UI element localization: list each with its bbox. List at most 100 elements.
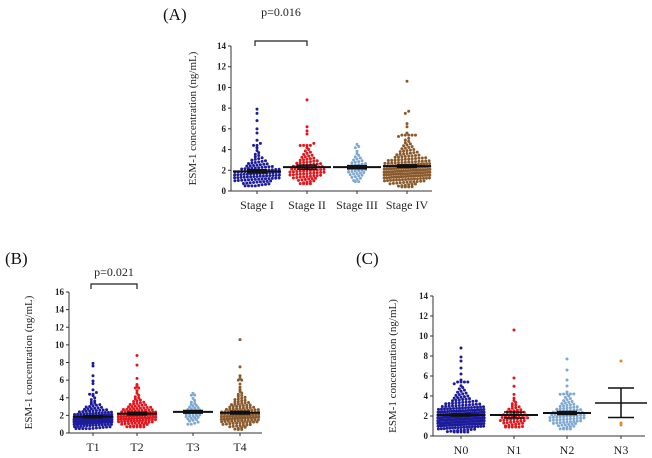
data-point [410,177,413,181]
data-point [565,398,569,402]
data-point [414,171,418,175]
data-point [193,416,197,420]
data-point [138,406,142,410]
y-axis-label: ESM-1 concentration (ng/mL) [187,51,199,185]
data-point [402,181,406,185]
y-tick-label: 4 [424,391,429,401]
data-point [135,383,139,387]
significance-bracket [90,283,138,289]
data-point [121,408,125,412]
panel-label: (C) [356,249,379,268]
y-tick-label: 10 [419,331,429,341]
data-point [154,415,158,419]
group-stage-i [233,107,281,188]
data-point [312,141,316,145]
data-point [407,109,411,113]
data-point [91,364,95,368]
data-point [420,159,424,163]
data-point [308,143,312,147]
data-point [257,413,261,417]
data-point [249,175,253,179]
data-point [243,416,247,420]
group-t3 [173,391,213,426]
data-point [238,406,242,410]
data-point [395,153,399,157]
data-point [420,156,424,160]
x-tick-label: T1 [86,440,99,454]
data-point [138,423,142,427]
data-point [74,422,78,426]
data-point [462,425,466,429]
data-point [132,400,136,404]
data-point [110,417,114,421]
data-point [393,155,397,159]
data-point [403,160,407,164]
data-point [384,173,388,177]
data-point [274,173,278,177]
data-point [228,425,232,429]
data-point [243,184,247,188]
data-point [138,418,142,422]
data-point [479,405,482,409]
data-point [459,389,463,393]
data-point [231,424,235,428]
data-point [391,170,395,174]
data-point [352,179,356,183]
data-point [414,153,417,157]
data-point [235,421,239,425]
data-point [436,424,440,428]
data-point [567,394,571,398]
panel-a: (A) 0 2 4 6 8 10 12 14 ESM-1 concentration (ng/mL… [163,5,432,212]
data-point [312,174,316,178]
data-point [97,423,101,427]
data-point [146,416,150,420]
data-point [551,418,555,422]
data-point [579,413,583,417]
data-point [298,169,302,173]
data-point [308,150,312,154]
data-point [198,413,202,417]
data-point [407,185,411,189]
data-point [459,346,463,350]
data-point [312,156,316,160]
data-point [412,180,416,184]
data-point [319,168,323,172]
data-point [250,408,254,412]
data-point [358,156,362,160]
data-point [77,427,81,431]
data-point [456,390,460,394]
data-point [288,173,292,177]
data-point [461,398,465,402]
data-point [393,158,397,162]
data-point [143,416,147,420]
data-point [303,149,307,153]
data-point [92,421,96,425]
data-point [452,382,456,386]
data-point [88,409,92,413]
data-point [193,421,197,425]
data-point [247,161,250,165]
data-point [186,417,190,421]
data-point [400,155,404,159]
data-point [270,176,274,180]
data-point [91,392,95,396]
data-point [469,422,473,426]
data-point [551,421,555,425]
data-point [476,405,479,409]
data-point [221,422,225,426]
data-point [73,425,77,429]
data-point [355,157,359,161]
data-point [558,392,562,396]
data-point [254,415,258,419]
data-point [130,417,134,421]
data-point [124,417,128,421]
data-point [253,157,257,161]
data-point [468,403,471,407]
data-point [93,399,97,403]
data-point [257,154,261,158]
data-point [132,424,136,428]
data-point [568,403,572,407]
data-point [305,143,309,147]
data-point [140,409,144,413]
